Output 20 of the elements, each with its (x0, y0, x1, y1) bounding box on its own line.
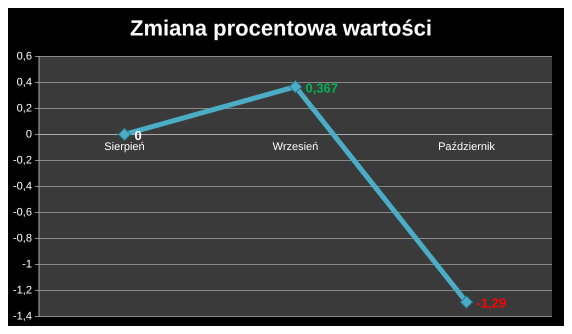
y-tick-label: -0,2 (12, 154, 32, 166)
y-tick-label: 0,2 (16, 102, 32, 114)
x-tick-label: Wrzesień (272, 141, 318, 154)
y-tick-label: -1 (22, 258, 32, 270)
y-tick-label: -0,4 (12, 180, 32, 192)
text: 0,367 (305, 80, 338, 96)
y-tick-label: -0,8 (12, 232, 32, 244)
x-tick-label: Październik (438, 141, 496, 154)
x-tick-label: Sierpień (104, 141, 145, 154)
y-tick-label: 0,4 (16, 76, 32, 88)
point (118, 128, 131, 141)
y-tick-label: 0 (26, 128, 32, 140)
chart-title: Zmiana procentowa wartości (130, 15, 432, 40)
point (460, 296, 473, 309)
y-tick-label: -0,6 (12, 206, 32, 218)
y-tick-label: -1,4 (12, 310, 32, 322)
text: -1,29 (476, 296, 506, 311)
y-tick-label: -1,2 (12, 284, 32, 296)
point (288, 80, 302, 94)
y-tick-label: 0,6 (16, 50, 32, 62)
